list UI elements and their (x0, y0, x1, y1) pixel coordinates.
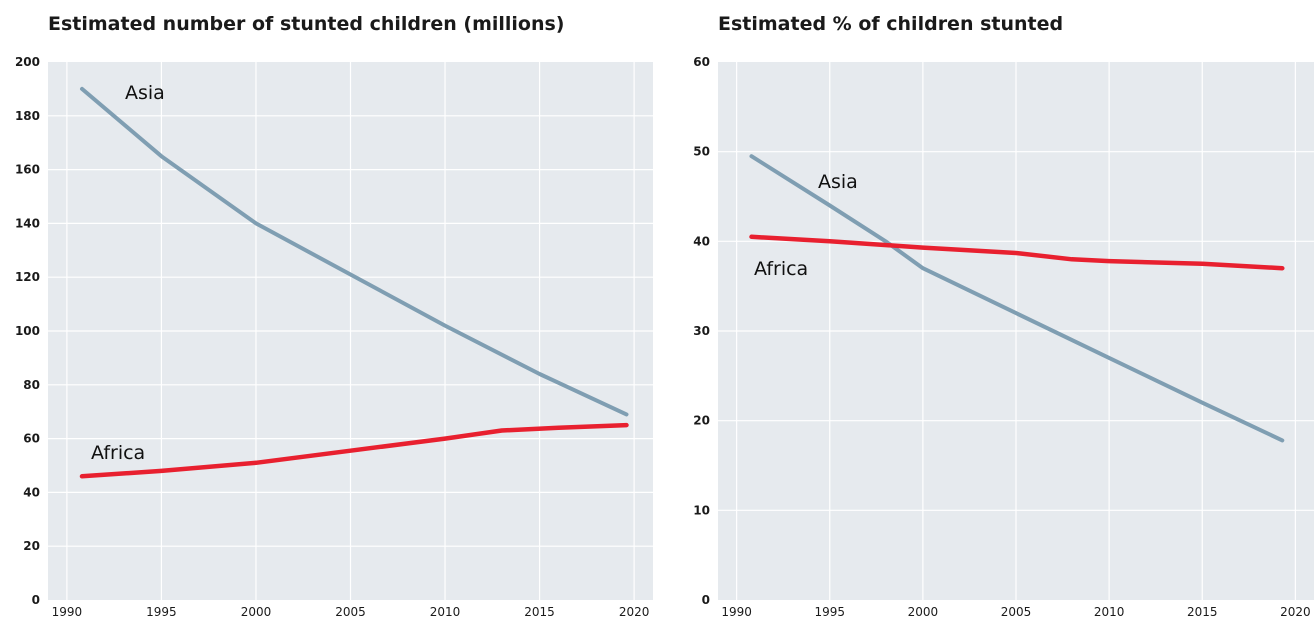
y-tick-label: 180 (15, 109, 40, 123)
x-tick-label: 2005 (335, 605, 366, 619)
x-tick-label: 2000 (908, 605, 939, 619)
x-tick-label: 1995 (146, 605, 177, 619)
y-tick-label: 160 (15, 163, 40, 177)
x-tick-label: 2015 (1187, 605, 1218, 619)
y-tick-label: 0 (32, 593, 40, 607)
y-tick-label: 50 (693, 145, 710, 159)
series-line-asia (749, 154, 1285, 443)
y-tick-label: 200 (15, 55, 40, 69)
chart-percent-stunted: 0 10 20 30 40 50 60 1990 1995 2000 2005 2010 2015 202… (693, 55, 1314, 619)
x-tick-label: 2010 (430, 605, 461, 619)
chart-number-stunted: 0 20 40 60 80 100 120 140 160 180 200 1990 1995 2000 2… (15, 55, 653, 619)
x-tick-label: 1990 (52, 605, 83, 619)
y-tick-label: 0 (702, 593, 710, 607)
x-tick-label: 2020 (1280, 605, 1311, 619)
y-tick-label: 40 (693, 234, 710, 248)
y-tick-label: 120 (15, 270, 40, 284)
series-line-asia (80, 86, 629, 417)
y-tick-label: 40 (23, 485, 40, 499)
x-tick-label: 2000 (241, 605, 272, 619)
x-tick-label: 2010 (1094, 605, 1125, 619)
y-tick-label: 140 (15, 216, 40, 230)
y-tick-label: 30 (693, 324, 710, 338)
y-tick-label: 20 (23, 539, 40, 553)
series-line-africa (79, 422, 629, 479)
x-tick-label: 2005 (1001, 605, 1032, 619)
y-tick-label: 60 (693, 55, 710, 69)
y-tick-label: 20 (693, 414, 710, 428)
x-tick-label: 2015 (524, 605, 555, 619)
chart-title-percent: Estimated % of children stunted (718, 13, 1064, 35)
x-tick-label: 1990 (721, 605, 752, 619)
series-line-africa (749, 234, 1285, 271)
series-label-asia: Asia (818, 171, 858, 193)
series-label-africa: Africa (754, 258, 808, 280)
x-tick-label: 1995 (814, 605, 845, 619)
y-tick-label: 100 (15, 324, 40, 338)
y-tick-label: 60 (23, 432, 40, 446)
series-label-asia: Asia (125, 82, 165, 104)
x-tick-label: 2020 (619, 605, 650, 619)
y-tick-label: 80 (23, 378, 40, 392)
series-label-africa: Africa (91, 442, 145, 464)
y-tick-label: 10 (693, 503, 710, 517)
chart-title-number: Estimated number of stunted children (mi… (48, 13, 565, 35)
